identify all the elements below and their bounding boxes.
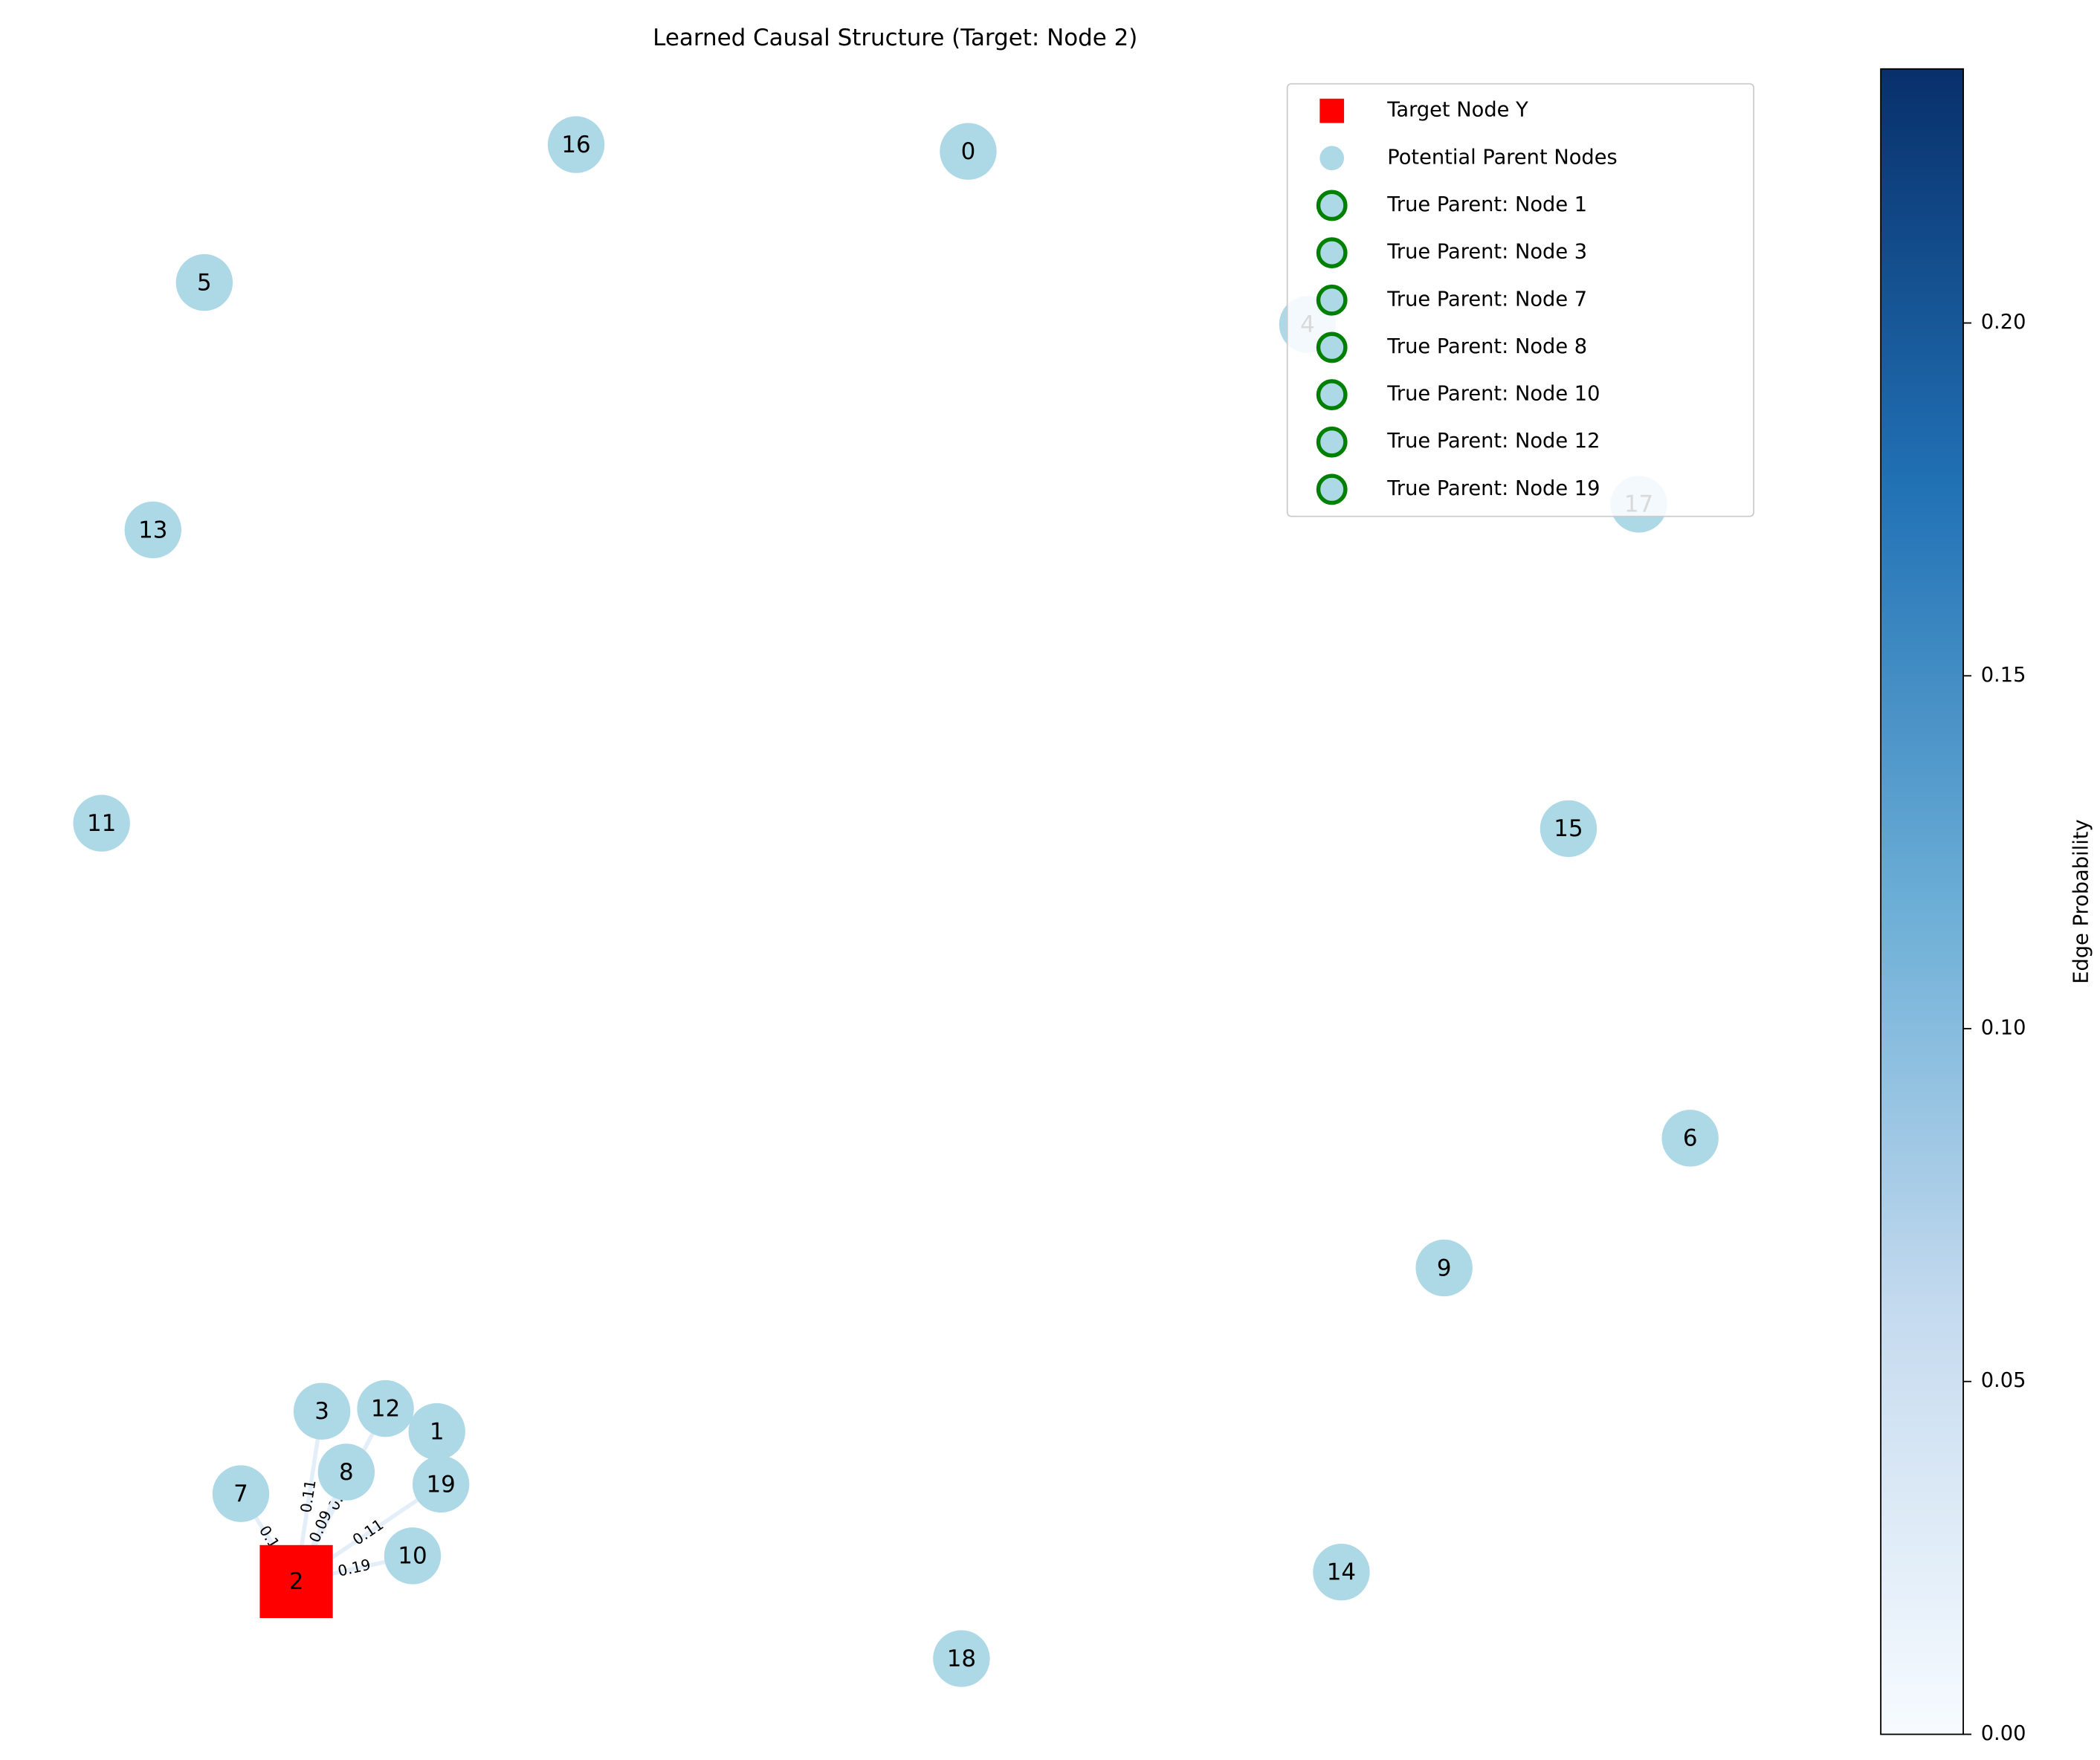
legend-label: True Parent: Node 12 — [1386, 430, 1600, 453]
node — [124, 501, 181, 559]
colorbar-tick-label: 0.20 — [1981, 311, 2026, 334]
legend-marker — [1316, 426, 1348, 458]
legend-label: True Parent: Node 10 — [1386, 383, 1600, 406]
node — [73, 795, 130, 852]
legend-marker — [1316, 331, 1348, 363]
node-label: 6 — [1683, 1125, 1698, 1152]
node-label: 1 — [430, 1418, 445, 1445]
node — [408, 1402, 465, 1460]
colorbar-label: Edge Probability — [2070, 819, 2093, 983]
node — [1415, 1239, 1473, 1297]
node-label: 19 — [426, 1471, 455, 1498]
node-label: 9 — [1437, 1255, 1452, 1281]
colorbar-tick-label: 0.00 — [1981, 1722, 2026, 1745]
node — [412, 1455, 470, 1513]
legend-label: Potential Parent Nodes — [1387, 146, 1617, 169]
node — [212, 1465, 270, 1522]
legend-marker — [1316, 190, 1348, 221]
node-label: 18 — [947, 1646, 976, 1672]
legend-box — [1286, 82, 1755, 517]
legend-marker — [1319, 146, 1345, 171]
node-label: 12 — [371, 1395, 400, 1422]
legend-label: Target Node Y — [1386, 99, 1528, 122]
node-label: 16 — [561, 132, 590, 158]
node-label: 2 — [289, 1568, 304, 1595]
node — [384, 1527, 442, 1585]
title: Learned Causal Structure (Target: Node 2… — [653, 25, 1137, 51]
legend-marker — [1319, 98, 1345, 123]
node — [1540, 800, 1597, 858]
node — [1313, 1544, 1370, 1601]
node — [547, 116, 605, 173]
edge-label: 0.11 — [297, 1478, 319, 1514]
node — [1661, 1110, 1719, 1167]
legend-label: True Parent: Node 19 — [1386, 477, 1600, 500]
node-label: 0 — [961, 138, 976, 165]
colorbar-tick-label: 0.15 — [1981, 664, 2026, 687]
target-node — [259, 1544, 333, 1619]
node-label: 3 — [314, 1398, 329, 1425]
legend-label: True Parent: Node 3 — [1386, 241, 1587, 264]
node-label: 13 — [138, 517, 167, 543]
node — [317, 1443, 375, 1501]
node-label: 10 — [398, 1543, 427, 1570]
node — [175, 253, 233, 311]
colorbar-tick-label: 0.05 — [1981, 1369, 2026, 1392]
node-label: 11 — [87, 810, 116, 837]
legend-marker — [1316, 379, 1348, 410]
node — [933, 1630, 990, 1687]
legend-marker — [1316, 284, 1348, 316]
legend-marker — [1316, 473, 1348, 505]
node-label: 14 — [1327, 1559, 1356, 1586]
legend-label: True Parent: Node 7 — [1386, 288, 1587, 311]
legend-label: True Parent: Node 1 — [1386, 193, 1587, 216]
colorbar-tick-label: 0.10 — [1981, 1016, 2026, 1039]
legend-marker — [1316, 237, 1348, 269]
node — [357, 1379, 414, 1437]
node-label: 5 — [197, 269, 212, 296]
node-label: 8 — [339, 1459, 354, 1486]
node — [293, 1382, 351, 1440]
node — [940, 123, 997, 180]
colorbar — [1880, 68, 1964, 1735]
legend-label: True Parent: Node 8 — [1386, 335, 1587, 358]
node-label: 15 — [1554, 815, 1583, 842]
node-label: 7 — [233, 1481, 248, 1507]
edge-label: 0.19 — [336, 1556, 372, 1580]
